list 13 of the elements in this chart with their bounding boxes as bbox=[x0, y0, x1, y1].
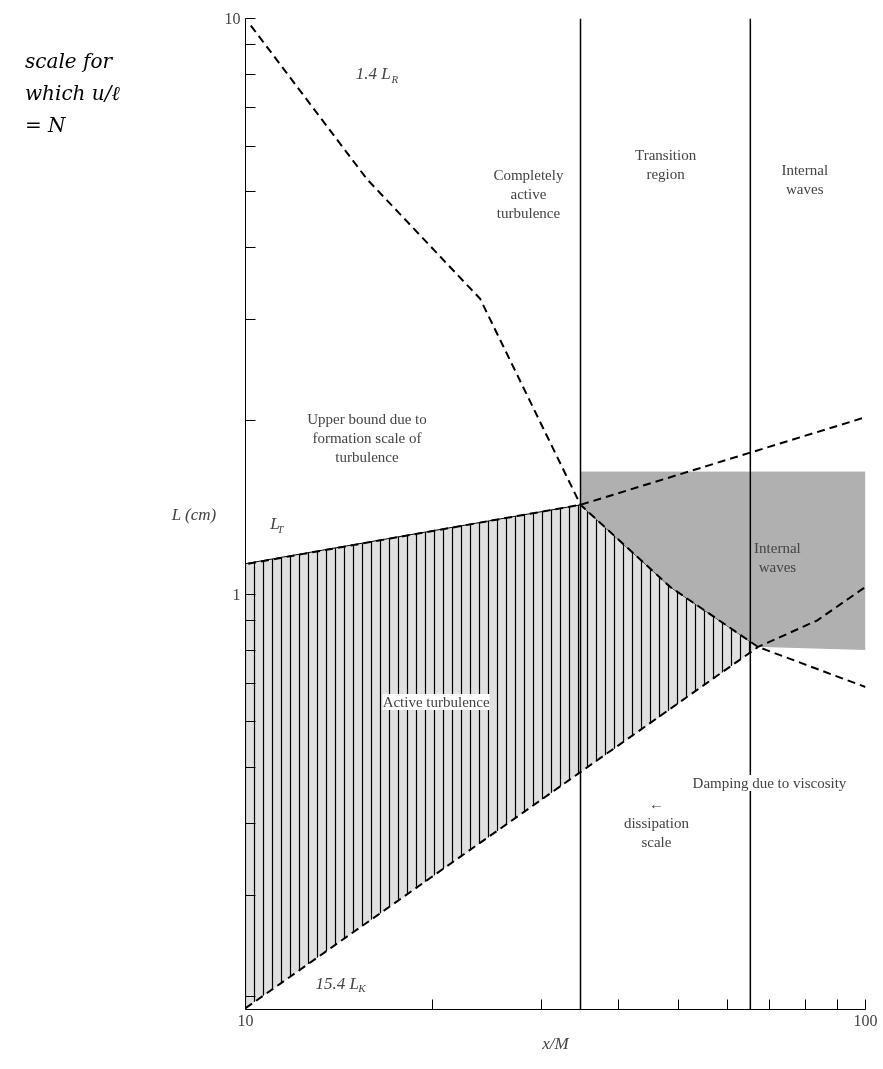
annotation: Damping due to viscosity bbox=[692, 775, 847, 792]
text: scale for which u/ℓ = N bbox=[25, 48, 120, 139]
y-axis-title: L (cm) bbox=[170, 504, 217, 524]
annotation: Transition region bbox=[635, 146, 697, 182]
annotation: Active turbulence bbox=[382, 693, 491, 710]
annotation: Internal waves bbox=[781, 161, 829, 197]
x-axis-title: x/M bbox=[541, 1033, 570, 1053]
annotation: Internal waves bbox=[754, 539, 801, 575]
annotation: Completely active turbulence bbox=[493, 167, 564, 222]
y-tick-label: 1 bbox=[232, 585, 241, 603]
annotation: ← dissipation scale bbox=[623, 796, 690, 851]
x-tick-label: 100 bbox=[853, 1011, 878, 1029]
annotation: Upper bound due to formation scale of turbulence bbox=[307, 410, 427, 465]
